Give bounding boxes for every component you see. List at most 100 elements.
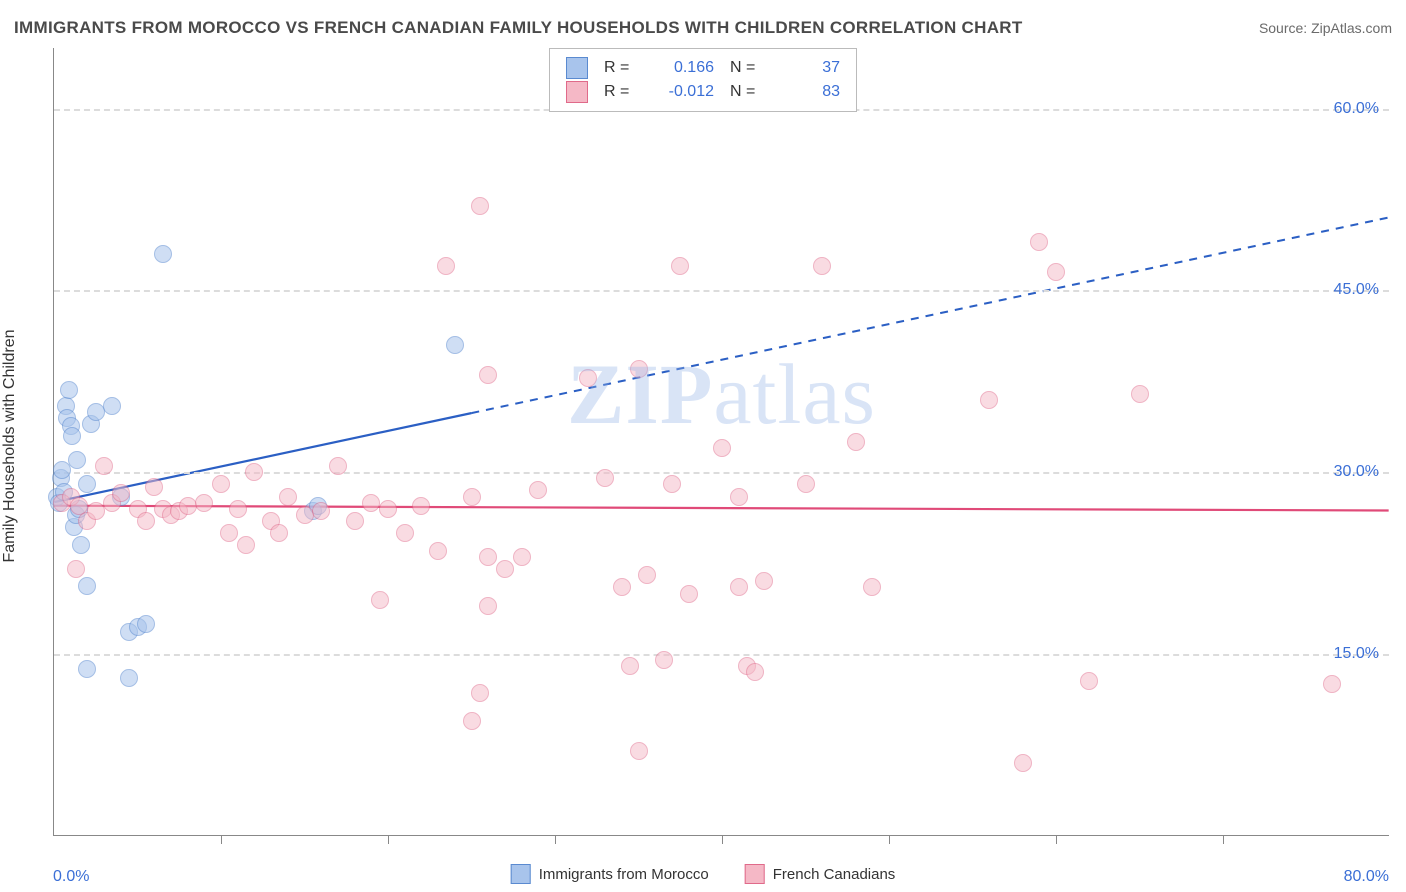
scatter-point-french [621, 657, 639, 675]
scatter-point-french [95, 457, 113, 475]
scatter-point-french [463, 712, 481, 730]
series-legend-label-french: French Canadians [773, 866, 896, 883]
gridline-horizontal [54, 290, 1389, 292]
legend-R-value-french: -0.012 [656, 83, 714, 101]
scatter-point-french [1080, 672, 1098, 690]
scatter-point-french [529, 481, 547, 499]
x-tick-min: 0.0% [53, 868, 89, 886]
chart-source: Source: ZipAtlas.com [1259, 20, 1392, 36]
scatter-point-french [746, 663, 764, 681]
scatter-point-french [279, 488, 297, 506]
scatter-point-french [220, 524, 238, 542]
scatter-point-french [379, 500, 397, 518]
scatter-point-morocco [154, 245, 172, 263]
scatter-point-french [596, 469, 614, 487]
scatter-point-french [471, 684, 489, 702]
scatter-point-french [671, 257, 689, 275]
scatter-point-french [496, 560, 514, 578]
scatter-point-french [412, 497, 430, 515]
legend-swatch-french [745, 864, 765, 884]
scatter-point-french [755, 572, 773, 590]
scatter-point-french [371, 591, 389, 609]
scatter-point-french [479, 597, 497, 615]
y-axis-label: Family Households with Children [1, 330, 19, 563]
scatter-point-french [863, 578, 881, 596]
scatter-point-french [1047, 263, 1065, 281]
scatter-point-french [346, 512, 364, 530]
scatter-point-french [463, 488, 481, 506]
scatter-point-french [1323, 675, 1341, 693]
gridline-horizontal [54, 654, 1389, 656]
scatter-point-french [270, 524, 288, 542]
scatter-point-french [329, 457, 347, 475]
scatter-point-morocco [72, 536, 90, 554]
trendline-solid-french [54, 506, 1388, 511]
chart-header: IMMIGRANTS FROM MOROCCO VS FRENCH CANADI… [14, 18, 1392, 38]
scatter-point-french [680, 585, 698, 603]
x-minor-tick [722, 835, 723, 844]
scatter-point-morocco [137, 615, 155, 633]
scatter-point-french [479, 366, 497, 384]
scatter-point-french [638, 566, 656, 584]
scatter-point-french [1030, 233, 1048, 251]
scatter-point-french [87, 502, 105, 520]
scatter-point-french [1014, 754, 1032, 772]
source-name: ZipAtlas.com [1311, 20, 1392, 36]
scatter-point-morocco [60, 381, 78, 399]
x-minor-tick [221, 835, 222, 844]
legend-R-value-morocco: 0.166 [656, 59, 714, 77]
scatter-point-french [630, 360, 648, 378]
scatter-point-french [479, 548, 497, 566]
legend-swatch-morocco [511, 864, 531, 884]
x-minor-tick [889, 835, 890, 844]
y-tick-label: 60.0% [1334, 100, 1379, 118]
series-legend-label-morocco: Immigrants from Morocco [539, 866, 709, 883]
scatter-point-french [179, 497, 197, 515]
legend-N-value-morocco: 37 [782, 59, 840, 77]
scatter-point-french [112, 484, 130, 502]
scatter-point-french [67, 560, 85, 578]
x-minor-tick [388, 835, 389, 844]
scatter-point-french [195, 494, 213, 512]
scatter-point-french [396, 524, 414, 542]
scatter-point-french [312, 502, 330, 520]
series-legend: Immigrants from Morocco French Canadians [503, 864, 904, 884]
trendline-dashed-morocco [471, 218, 1388, 414]
scatter-point-french [137, 512, 155, 530]
correlation-legend-row-morocco: R =0.166N =37 [566, 57, 840, 79]
scatter-point-morocco [68, 451, 86, 469]
legend-N-label: N = [730, 83, 766, 101]
series-legend-item-french: French Canadians [745, 864, 896, 884]
scatter-point-french [237, 536, 255, 554]
scatter-point-french [655, 651, 673, 669]
scatter-point-french [513, 548, 531, 566]
source-label: Source: [1259, 20, 1307, 36]
scatter-point-french [630, 742, 648, 760]
scatter-point-french [613, 578, 631, 596]
correlation-legend: R =0.166N =37R =-0.012N =83 [549, 48, 857, 112]
y-tick-label: 45.0% [1334, 281, 1379, 299]
scatter-point-french [296, 506, 314, 524]
x-minor-tick [555, 835, 556, 844]
watermark-rest: atlas [713, 346, 876, 442]
scatter-point-morocco [78, 577, 96, 595]
scatter-point-french [429, 542, 447, 560]
x-tick-max: 80.0% [1344, 868, 1389, 886]
scatter-point-french [245, 463, 263, 481]
scatter-point-morocco [120, 669, 138, 687]
chart-title: IMMIGRANTS FROM MOROCCO VS FRENCH CANADI… [14, 18, 1023, 38]
y-tick-label: 15.0% [1334, 645, 1379, 663]
scatter-point-french [813, 257, 831, 275]
scatter-point-french [229, 500, 247, 518]
scatter-point-french [1131, 385, 1149, 403]
scatter-point-french [847, 433, 865, 451]
scatter-point-french [437, 257, 455, 275]
scatter-point-french [579, 369, 597, 387]
scatter-point-french [145, 478, 163, 496]
plot-area: ZIPatlas 15.0%30.0%45.0%60.0% [53, 48, 1389, 836]
y-tick-label: 30.0% [1334, 463, 1379, 481]
legend-R-label: R = [604, 59, 640, 77]
scatter-point-french [362, 494, 380, 512]
scatter-point-morocco [78, 660, 96, 678]
scatter-point-french [730, 578, 748, 596]
